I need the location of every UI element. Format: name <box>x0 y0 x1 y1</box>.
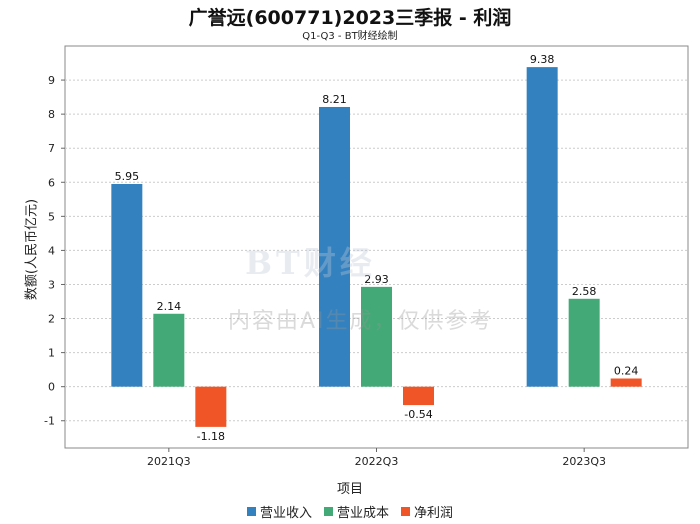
data-label: 5.95 <box>115 170 140 183</box>
chart-title: 广誉远(600771)2023三季报 - 利润 <box>188 7 512 29</box>
y-tick-label: 9 <box>48 74 55 87</box>
y-tick-label: 1 <box>48 347 55 360</box>
data-label: 2.58 <box>572 285 597 298</box>
data-label: -0.54 <box>404 408 432 421</box>
legend-item: 营业收入 <box>246 502 312 521</box>
data-label: 8.21 <box>322 93 347 106</box>
y-tick-label: 7 <box>48 142 55 155</box>
y-tick-label: 8 <box>48 108 55 121</box>
legend-label: 净利润 <box>414 506 454 521</box>
legend-item: 净利润 <box>401 502 453 521</box>
bar-营业收入 <box>319 106 350 387</box>
y-tick-label: 6 <box>48 176 55 189</box>
data-label: 9.38 <box>530 53 555 66</box>
y-tick-label: -1 <box>44 415 55 428</box>
x-tick-label: 2022Q3 <box>355 455 399 468</box>
x-tick-label: 2021Q3 <box>147 455 191 468</box>
data-label: -1.18 <box>197 430 225 443</box>
x-axis-label: 项目 <box>336 482 363 497</box>
y-tick-label: 3 <box>48 278 55 291</box>
data-label: 0.24 <box>614 365 639 378</box>
bar-净利润 <box>195 386 227 427</box>
legend-label: 营业成本 <box>336 506 389 521</box>
legend: 营业收入 营业成本 净利润 <box>0 502 700 521</box>
bar-营业收入 <box>111 183 143 387</box>
y-tick-label: 4 <box>48 244 55 257</box>
x-tick-label: 2023Q3 <box>562 455 606 468</box>
bar-营业成本 <box>568 298 600 387</box>
bar-净利润 <box>610 378 642 387</box>
data-label: 2.14 <box>157 300 182 313</box>
data-label: 2.93 <box>364 273 389 286</box>
watermark-notice: 内容由AI生成，仅供参考 <box>228 309 494 334</box>
y-tick-label: 5 <box>48 210 55 223</box>
legend-swatch <box>323 507 333 516</box>
legend-label: 营业收入 <box>259 506 312 521</box>
watermark-logo: BT财经 <box>245 244 376 282</box>
bar-营业成本 <box>361 286 392 387</box>
plot-frame <box>64 45 689 449</box>
bar-营业成本 <box>153 313 185 387</box>
legend-swatch <box>401 507 410 516</box>
legend-item: 营业成本 <box>323 502 389 521</box>
chart-subtitle: Q1-Q3 - BT财经绘制 <box>302 31 398 42</box>
bar-营业收入 <box>526 67 558 387</box>
y-tick-label: 0 <box>48 381 55 394</box>
legend-swatch <box>246 507 256 516</box>
bar-净利润 <box>403 386 434 406</box>
y-tick-label: 2 <box>48 313 55 326</box>
